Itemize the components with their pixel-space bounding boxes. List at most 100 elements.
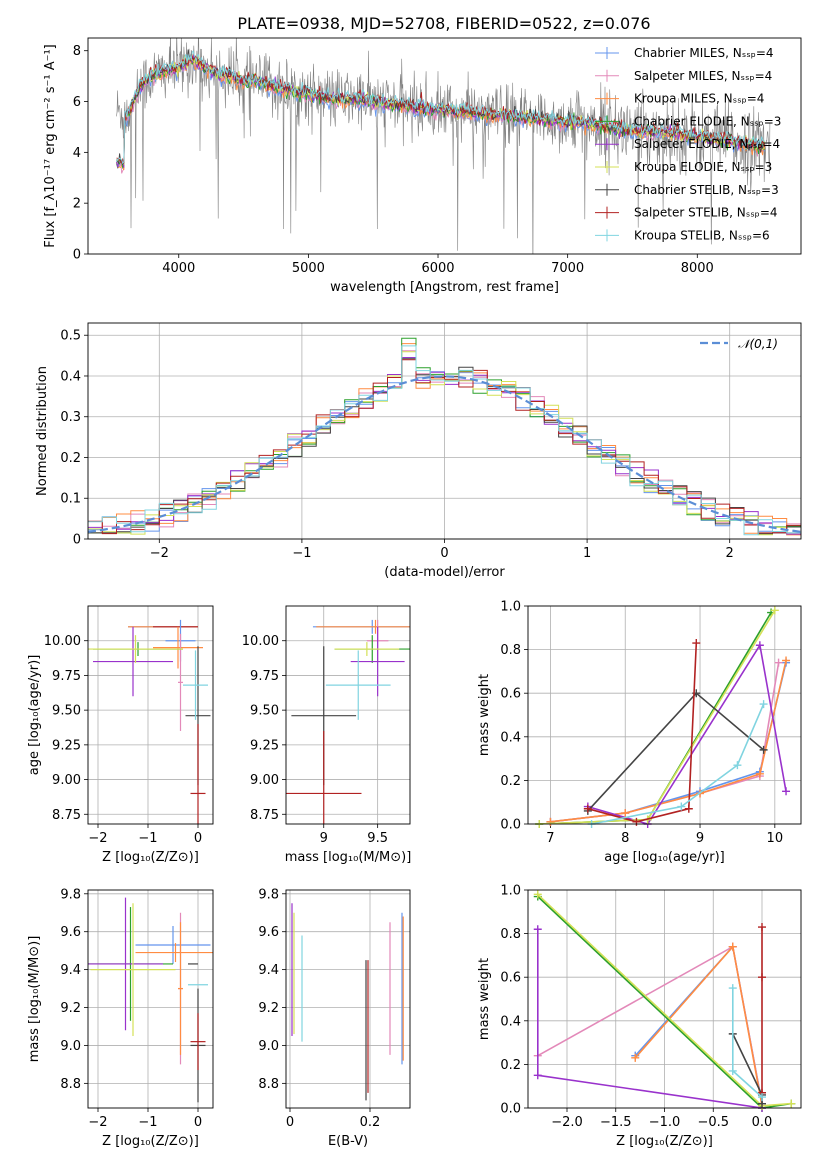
axes-ebv_mass: 0 0.2 8.8 9.0 9.2 9.4 9.6 9.8 E(B-V) [258, 887, 410, 1149]
axes-age_weight: 7 8 9 10 0.0 0.2 0.4 0.6 0.8 1.0 age [log₁₀(age/yr… [477, 600, 801, 865]
weight-point-salpeter_stelib [758, 923, 766, 932]
y-tick-label: 0.8 [500, 927, 521, 942]
weight-line-salpeter_elodie [587, 643, 787, 824]
y-tick-label: 9.50 [52, 704, 81, 719]
y-tick-label: 0.3 [60, 410, 81, 425]
weight-point-salpeter_elodie [782, 787, 791, 796]
y-tick-label: 9.00 [250, 773, 279, 788]
x-tick-label: 0.2 [360, 1115, 381, 1130]
y-tick-label: 0.8 [500, 643, 521, 658]
x-axis-label: age [log₁₀(age/yr)] [604, 850, 725, 865]
y-tick-label: 8.8 [258, 1077, 279, 1092]
y-tick-label: 0.2 [500, 774, 521, 789]
weight-point-kroupa_elodie [770, 606, 779, 615]
x-tick-label: −1.0 [649, 1115, 681, 1130]
x-tick-label: 9.5 [367, 831, 388, 846]
y-tick-label: 9.2 [258, 1001, 279, 1016]
plot-frame-residuals [87, 322, 802, 540]
weight-point-kroupa_miles [546, 817, 555, 826]
x-axis-label: Z [log₁₀(Z/Z⊙)] [616, 1134, 713, 1149]
x-axis-label: mass [log₁₀(M/M⊙)] [285, 850, 412, 865]
x-tick-label: 7 [546, 831, 554, 846]
y-tick-label: 9.6 [258, 925, 279, 940]
weight-point-kroupa_stelib [733, 761, 742, 770]
weight-line-chabrier_miles [550, 662, 787, 823]
x-axis-label: Z [log₁₀(Z/Z⊙)] [102, 1134, 199, 1149]
plot-frame-spectrum [87, 37, 802, 255]
legend-entry-kroupa_stelib: Kroupa STELIB, Nₛₛₚ=6 [634, 228, 770, 242]
y-tick-label: 0.6 [500, 971, 521, 986]
x-tick-label: 10 [767, 831, 784, 846]
weight-point-kroupa_miles [782, 656, 791, 665]
y-tick-label: 9.4 [258, 963, 279, 978]
x-tick-label: −2.0 [551, 1115, 583, 1130]
x-tick-label: 0 [194, 1115, 202, 1130]
y-tick-label: 8.75 [250, 808, 279, 823]
weight-line-chabrier_elodie [539, 612, 772, 824]
weight-point-kroupa_miles [631, 1053, 640, 1062]
weight-point-kroupa_miles [728, 942, 737, 951]
y-tick-label: 9.8 [258, 887, 279, 902]
plot-frame-mass_age [285, 605, 411, 825]
x-tick-label: 6000 [421, 261, 454, 276]
legend-entry-kroupa_miles: Kroupa MILES, Nₛₛₚ=4 [634, 92, 764, 106]
axes-z_age: −2 −1 0 8.75 9.00 9.25 9.50 9.75 10.00 Z [log₁₀(Z… [27, 606, 213, 865]
y-tick-label: 0.4 [500, 730, 521, 745]
histogram-salpeter_stelib [88, 359, 801, 535]
legend-entry-salpeter_stelib: Salpeter STELIB, Nₛₛₚ=4 [634, 206, 778, 220]
weight-point-salpeter_stelib [758, 973, 766, 982]
weight-point-salpeter_stelib [692, 639, 701, 648]
weight-point-kroupa_stelib [677, 802, 686, 811]
y-tick-label: 1.0 [500, 600, 521, 615]
plot-frame-age_weight [527, 605, 802, 825]
y-tick-label: 2 [73, 197, 81, 212]
y-axis-label: Normed distribution [35, 366, 50, 496]
weight-line-kroupa_miles [550, 660, 787, 823]
x-tick-label: 7000 [551, 261, 584, 276]
weight-point-kroupa_miles [621, 809, 630, 818]
y-tick-label: 0.0 [500, 1102, 521, 1117]
x-tick-label: 0 [194, 831, 202, 846]
weight-line-salpeter_elodie [536, 929, 763, 1108]
plot-frame-z_age [87, 605, 214, 825]
y-tick-label: 9.0 [258, 1039, 279, 1054]
axes-z_weight: −2.0 −1.5 −1.0 −0.5 0.0 0.0 0.2 0.4 0.6 0.8 1.0 Z [… [477, 884, 801, 1149]
weight-line-kroupa_stelib [591, 703, 765, 824]
y-tick-label: 8 [73, 44, 81, 59]
y-tick-label: 9.6 [60, 925, 81, 940]
y-tick-label: 9.00 [52, 773, 81, 788]
y-tick-label: 0 [73, 248, 81, 263]
x-tick-label: −0.5 [697, 1115, 729, 1130]
weight-point-salpeter_elodie [755, 641, 764, 650]
y-tick-label: 0.2 [60, 451, 81, 466]
legend-entry-chabrier_elodie: Chabrier ELODIE, Nₛₛₚ=3 [634, 114, 781, 128]
legend-entry-chabrier_miles: Chabrier MILES, Nₛₛₚ=4 [634, 46, 774, 60]
y-tick-label: 4 [73, 146, 81, 161]
plot-frame-ebv_mass [285, 889, 411, 1109]
y-tick-label: 0.4 [500, 1014, 521, 1029]
y-tick-label: 8.8 [60, 1077, 81, 1092]
y-tick-label: 9.4 [60, 963, 81, 978]
model-spectrum-kroupa_stelib [116, 50, 765, 165]
y-tick-label: 9.8 [60, 887, 81, 902]
y-tick-label: 9.75 [250, 669, 279, 684]
y-tick-label: 1.0 [500, 884, 521, 899]
x-axis-label: E(B-V) [328, 1134, 368, 1149]
x-tick-label: −1 [138, 831, 157, 846]
weight-point-kroupa_elodie [787, 1099, 796, 1108]
x-axis-label: Z [log₁₀(Z/Z⊙)] [102, 850, 199, 865]
legend-entry-salpeter_elodie: Salpeter ELODIE, Nₛₛₚ=4 [634, 137, 780, 151]
x-tick-label: 0 [440, 546, 448, 561]
weight-line-salpeter_stelib [587, 643, 698, 823]
x-tick-label: 4000 [162, 261, 195, 276]
weight-point-salpeter_elodie [533, 925, 542, 934]
axes-residuals: −2 −1 0 1 2 0 0.1 0.2 0.3 0.4 0.5 (data-model)/erro… [35, 323, 801, 580]
y-tick-label: 0.2 [500, 1058, 521, 1073]
plot-frame-z_weight [527, 889, 802, 1109]
histogram-kroupa_elodie [88, 351, 801, 536]
axes-z_mass: −2 −1 0 8.8 9.0 9.2 9.4 9.6 9.8 Z [log₁₀(Z/Z⊙)] ma… [27, 887, 213, 1149]
x-tick-label: 0.0 [752, 1115, 773, 1130]
y-tick-label: 6 [73, 95, 81, 110]
y-tick-label: 9.2 [60, 1001, 81, 1016]
